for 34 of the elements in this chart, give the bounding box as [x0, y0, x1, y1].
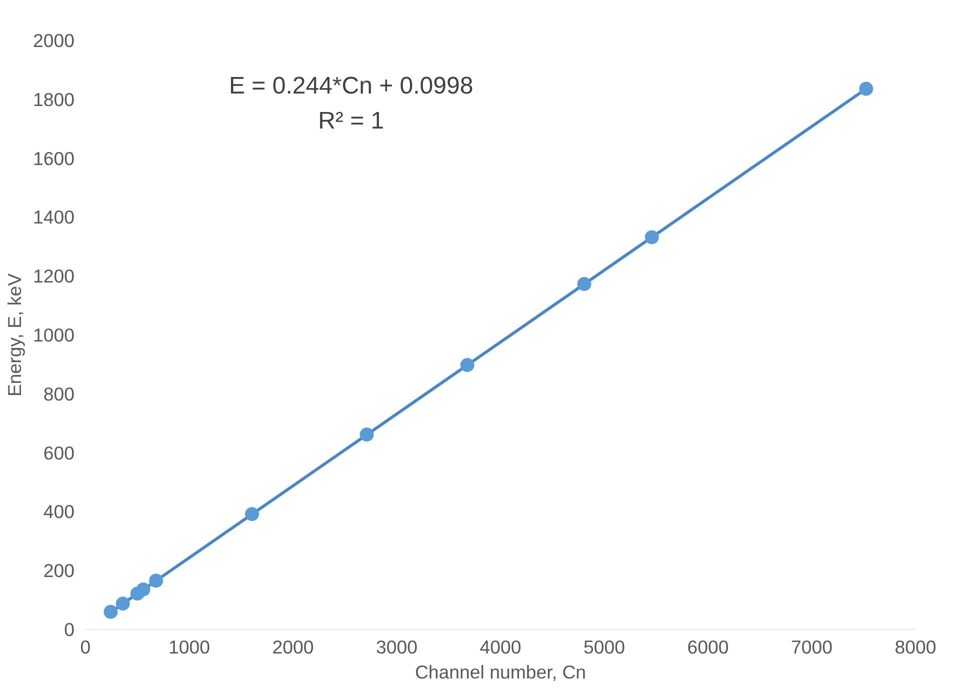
point: [360, 428, 374, 442]
point: [104, 604, 118, 619]
x-tick-label: 5000: [584, 636, 626, 658]
y-tick-label: 1000: [32, 324, 75, 346]
y-tick-label: 400: [43, 501, 75, 522]
x-tick-label: 8000: [894, 636, 936, 658]
x-tick-label: 0: [80, 636, 91, 658]
x-tick-label: 3000: [376, 636, 418, 658]
x-tick-label: 6000: [687, 636, 729, 658]
point: [460, 358, 474, 372]
x-axis-title: Channel number, Cn: [414, 662, 586, 682]
point: [859, 82, 874, 96]
x-tick-label: 4000: [480, 636, 522, 658]
point: [149, 574, 164, 588]
point: [136, 582, 150, 596]
y-tick-label: 1200: [32, 266, 75, 287]
point: [644, 230, 659, 244]
y-tick-label: 600: [43, 442, 75, 464]
annotation: E = 0.244*Cn + 0.0998: [229, 72, 474, 100]
x-tick-label: 7000: [791, 636, 833, 658]
y-tick-label: 0: [64, 619, 75, 640]
y-tick-label: 1600: [32, 148, 75, 169]
y-tick-label: 1400: [32, 206, 75, 228]
point: [577, 277, 592, 292]
annotation: R² = 1: [318, 108, 384, 135]
y-tick-label: 200: [43, 560, 75, 582]
point: [245, 507, 260, 522]
x-tick-label: 1000: [168, 636, 210, 658]
y-tick-label: 1800: [32, 88, 75, 110]
y-tick-label: 2000: [32, 30, 75, 51]
y-axis-title: Energy, E, keV: [4, 272, 25, 397]
y-tick-label: 800: [43, 383, 75, 404]
x-tick-label: 2000: [272, 636, 314, 658]
point: [116, 596, 130, 611]
